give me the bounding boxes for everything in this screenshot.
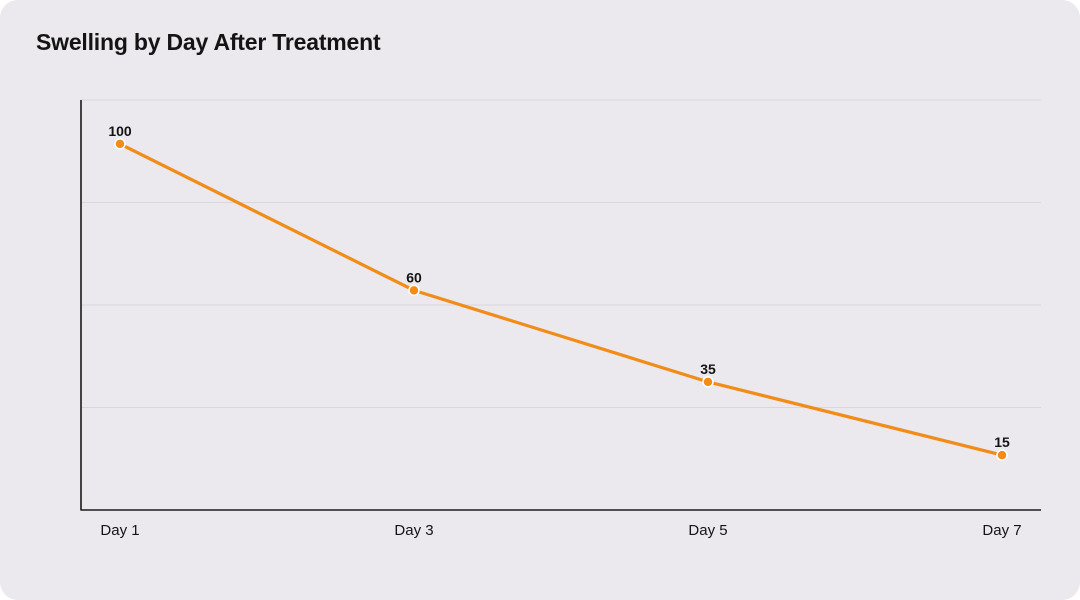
data-label: 15 — [994, 434, 1010, 450]
chart-title: Swelling by Day After Treatment — [36, 29, 381, 55]
x-tick-label: Day 1 — [100, 522, 139, 539]
x-tick-label: Day 5 — [688, 522, 727, 539]
series-swelling — [114, 138, 1008, 461]
data-label: 100 — [108, 123, 132, 139]
data-point — [996, 449, 1008, 461]
x-tick-labels: Day 1 Day 3 Day 5 Day 7 — [100, 522, 1021, 539]
data-label: 60 — [406, 269, 422, 285]
x-tick-label: Day 3 — [394, 522, 433, 539]
data-point — [408, 284, 420, 297]
data-point — [114, 138, 126, 150]
data-label: 35 — [700, 361, 716, 377]
x-tick-label: Day 7 — [982, 522, 1021, 539]
gridlines — [81, 99, 1041, 408]
data-point — [702, 376, 714, 388]
series-line — [118, 142, 1004, 457]
data-labels: 100 60 35 15 — [108, 123, 1010, 450]
axes — [80, 100, 1041, 511]
